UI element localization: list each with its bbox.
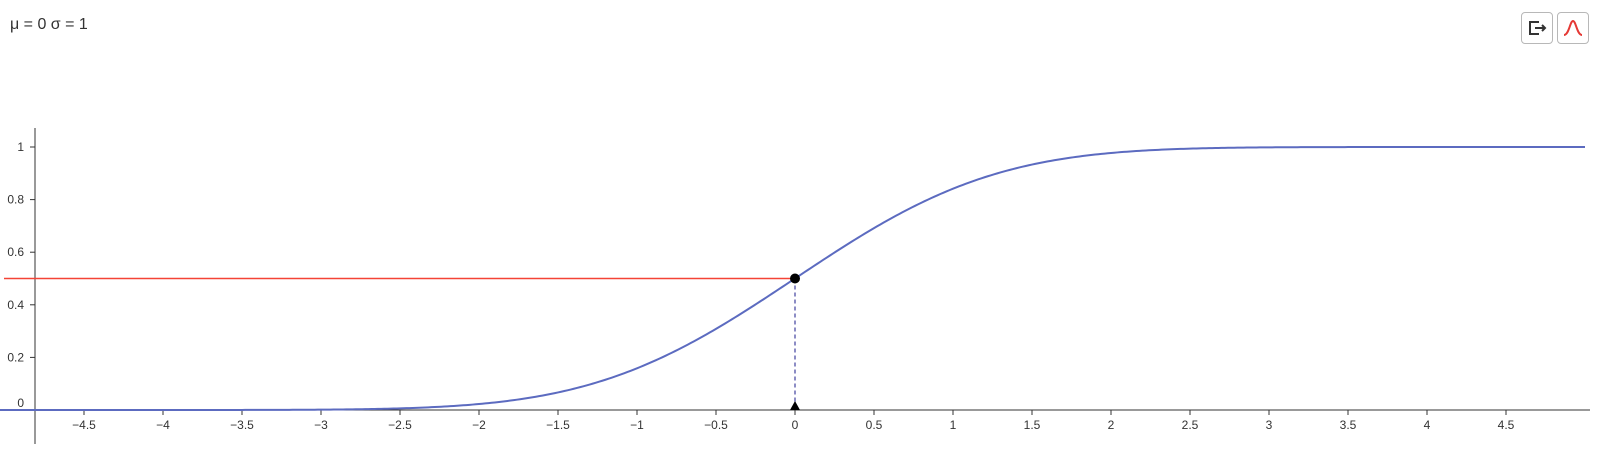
y-tick-label: 0.2 <box>7 350 24 364</box>
x-tick-label: −1 <box>630 418 644 432</box>
y-tick-label: 1 <box>17 140 24 154</box>
x-tick-label: −2 <box>472 418 486 432</box>
x-tick-label: 4 <box>1424 418 1431 432</box>
axis-triangle-marker <box>790 401 800 410</box>
export-button[interactable] <box>1521 12 1553 44</box>
x-tick-label: 3 <box>1266 418 1273 432</box>
distribution-button[interactable] <box>1557 12 1589 44</box>
x-tick-label: −2.5 <box>388 418 412 432</box>
x-tick-label: −0.5 <box>704 418 728 432</box>
x-tick-label: 2.5 <box>1182 418 1199 432</box>
distribution-params-label: μ = 0 σ = 1 <box>10 16 88 33</box>
x-tick-label: −3 <box>314 418 328 432</box>
export-icon <box>1529 21 1547 35</box>
x-tick-label: 4.5 <box>1498 418 1515 432</box>
x-tick-label: −1.5 <box>546 418 570 432</box>
x-tick-label: 2 <box>1108 418 1115 432</box>
y-tick-label: 0.4 <box>7 298 24 312</box>
toolbar <box>1521 12 1589 44</box>
x-tick-label: −3.5 <box>230 418 254 432</box>
x-tick-label: 0 <box>792 418 799 432</box>
cdf-point <box>790 273 800 284</box>
y-tick-label: 0.8 <box>7 193 24 207</box>
x-tick-label: −4.5 <box>72 418 96 432</box>
x-tick-label: 1 <box>950 418 957 432</box>
cdf-curve <box>0 146 1585 411</box>
x-tick-label: 3.5 <box>1340 418 1357 432</box>
x-tick-label: 0.5 <box>866 418 883 432</box>
y-tick-label: 0.6 <box>7 245 24 259</box>
y-tick-label: 0 <box>17 396 24 410</box>
x-tick-label: −4 <box>156 418 170 432</box>
x-tick-label: 1.5 <box>1024 418 1041 432</box>
bell-curve-icon <box>1563 19 1583 36</box>
